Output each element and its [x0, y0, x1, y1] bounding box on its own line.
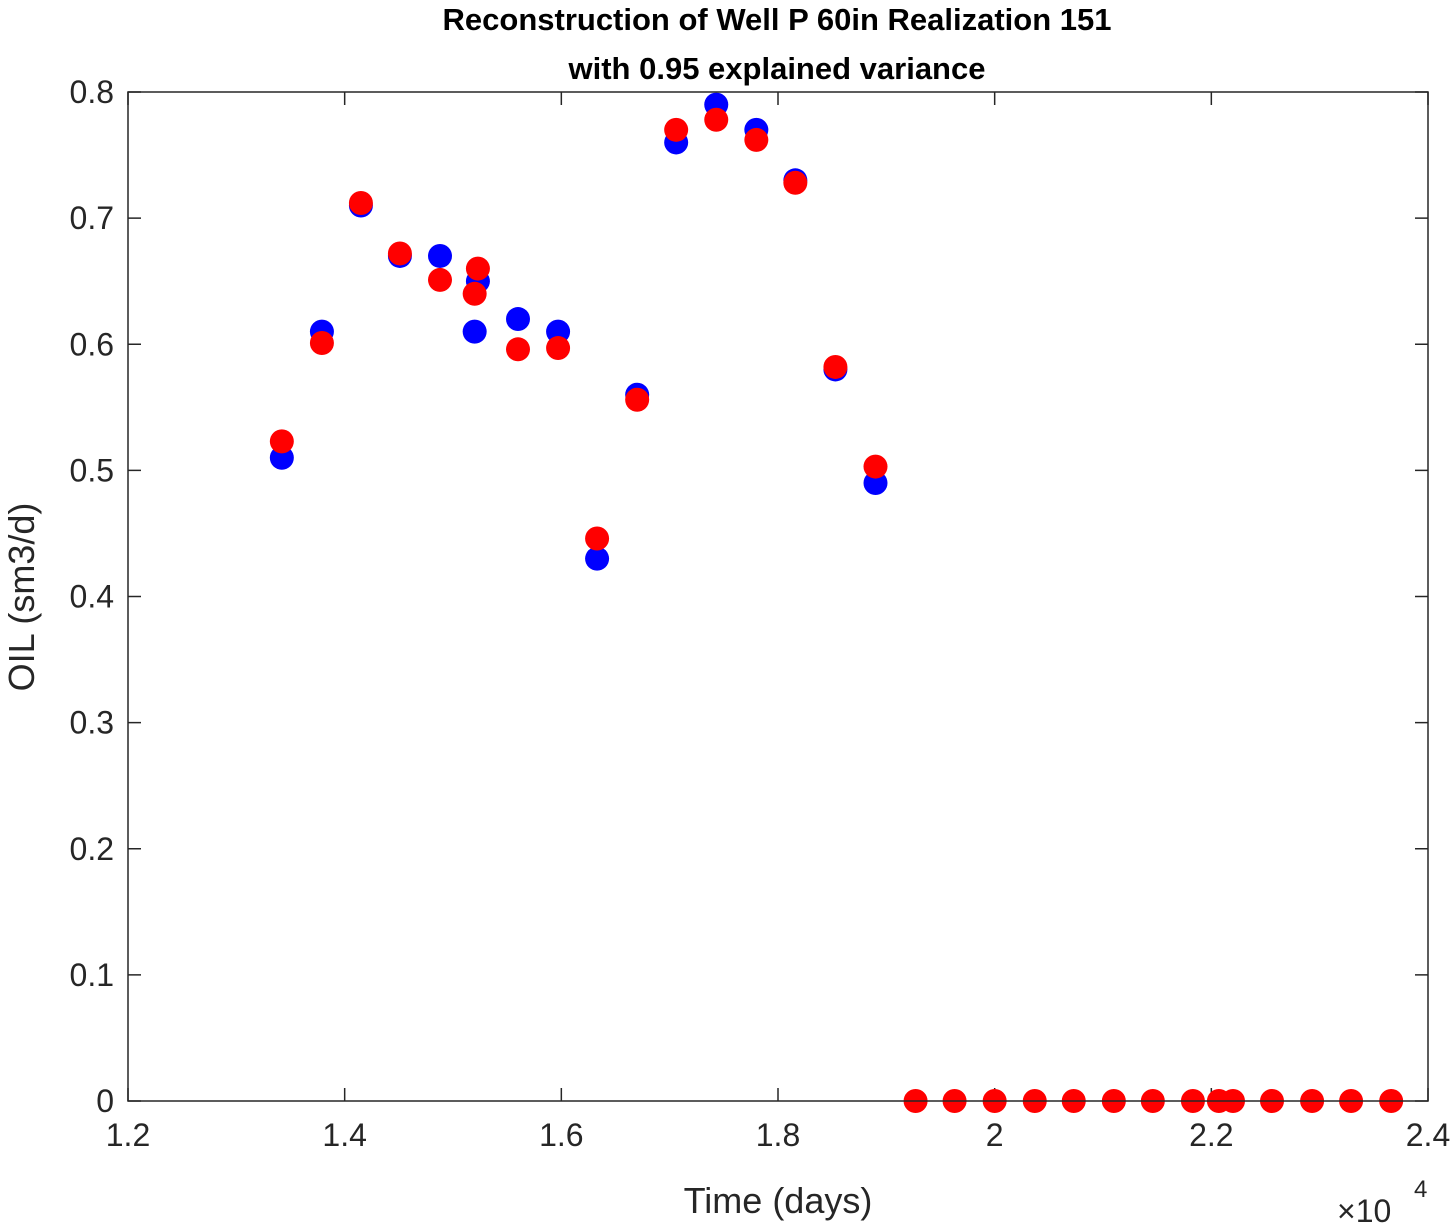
red-data-point	[744, 127, 769, 152]
red-data-point	[625, 387, 650, 412]
x-axis-label: Time (days)	[684, 1180, 873, 1221]
red-data-point	[387, 241, 412, 266]
y-tick-label: 0.3	[70, 705, 114, 741]
red-data-point	[465, 256, 490, 281]
x-tick-label: 1.2	[106, 1117, 150, 1153]
red-data-point	[546, 336, 571, 361]
blue-data-point	[585, 546, 610, 571]
x-tick-label: 2.4	[1406, 1117, 1450, 1153]
x-tick-label: 2.2	[1189, 1117, 1233, 1153]
blue-data-point	[269, 445, 294, 470]
y-tick-label: 0.1	[70, 957, 114, 993]
red-data-point	[348, 190, 373, 215]
y-tick-label: 0.8	[70, 74, 114, 110]
blue-data-point	[506, 307, 530, 332]
y-tick-label: 0.7	[70, 200, 114, 236]
blue-data-point	[863, 470, 888, 495]
x-tick-label: 1.4	[322, 1117, 366, 1153]
red-data-point	[863, 454, 888, 479]
red-data-point	[428, 267, 452, 292]
red-data-point	[506, 337, 530, 362]
x-tick-label: 1.6	[539, 1117, 583, 1153]
x-tick-label: 2	[986, 1117, 1004, 1153]
blue-data-point	[462, 319, 487, 344]
red-data-point	[704, 107, 729, 132]
y-axis-label: OIL (sm3/d)	[1, 503, 42, 692]
red-data-point	[664, 117, 689, 142]
red-data-point	[309, 330, 334, 355]
x-axis-ticks: 1.2 1.4 1.6 1.8 2 2.2 2.4	[106, 92, 1450, 1153]
red-data-point	[823, 354, 848, 379]
red-data-point	[462, 281, 487, 306]
y-tick-label: 0.6	[70, 326, 114, 362]
x-axis-exponent-base: ×10	[1337, 1193, 1391, 1226]
y-tick-label: 0.5	[70, 452, 114, 488]
y-tick-label: 0.2	[70, 831, 114, 867]
chart-title-line-1: Reconstruction of Well P 60in Realizatio…	[443, 2, 1112, 37]
red-data-point	[269, 429, 294, 454]
y-tick-label: 0.4	[70, 579, 114, 615]
x-tick-label: 1.8	[756, 1117, 800, 1153]
chart-title-line-2: with 0.95 explained variance	[568, 51, 986, 86]
blue-data-point	[428, 243, 452, 268]
y-tick-label: 0	[96, 1083, 114, 1119]
plot-frame	[127, 91, 1429, 1102]
y-axis-ticks: 0 0.1 0.2 0.3 0.4 0.5 0.6 0.7 0.8	[70, 74, 1428, 1119]
x-axis-exponent-power: 4	[1414, 1176, 1427, 1203]
red-data-point	[585, 526, 610, 551]
red-data-point	[783, 170, 808, 195]
plot-area	[128, 92, 1428, 1101]
blue-data-point	[546, 319, 571, 344]
